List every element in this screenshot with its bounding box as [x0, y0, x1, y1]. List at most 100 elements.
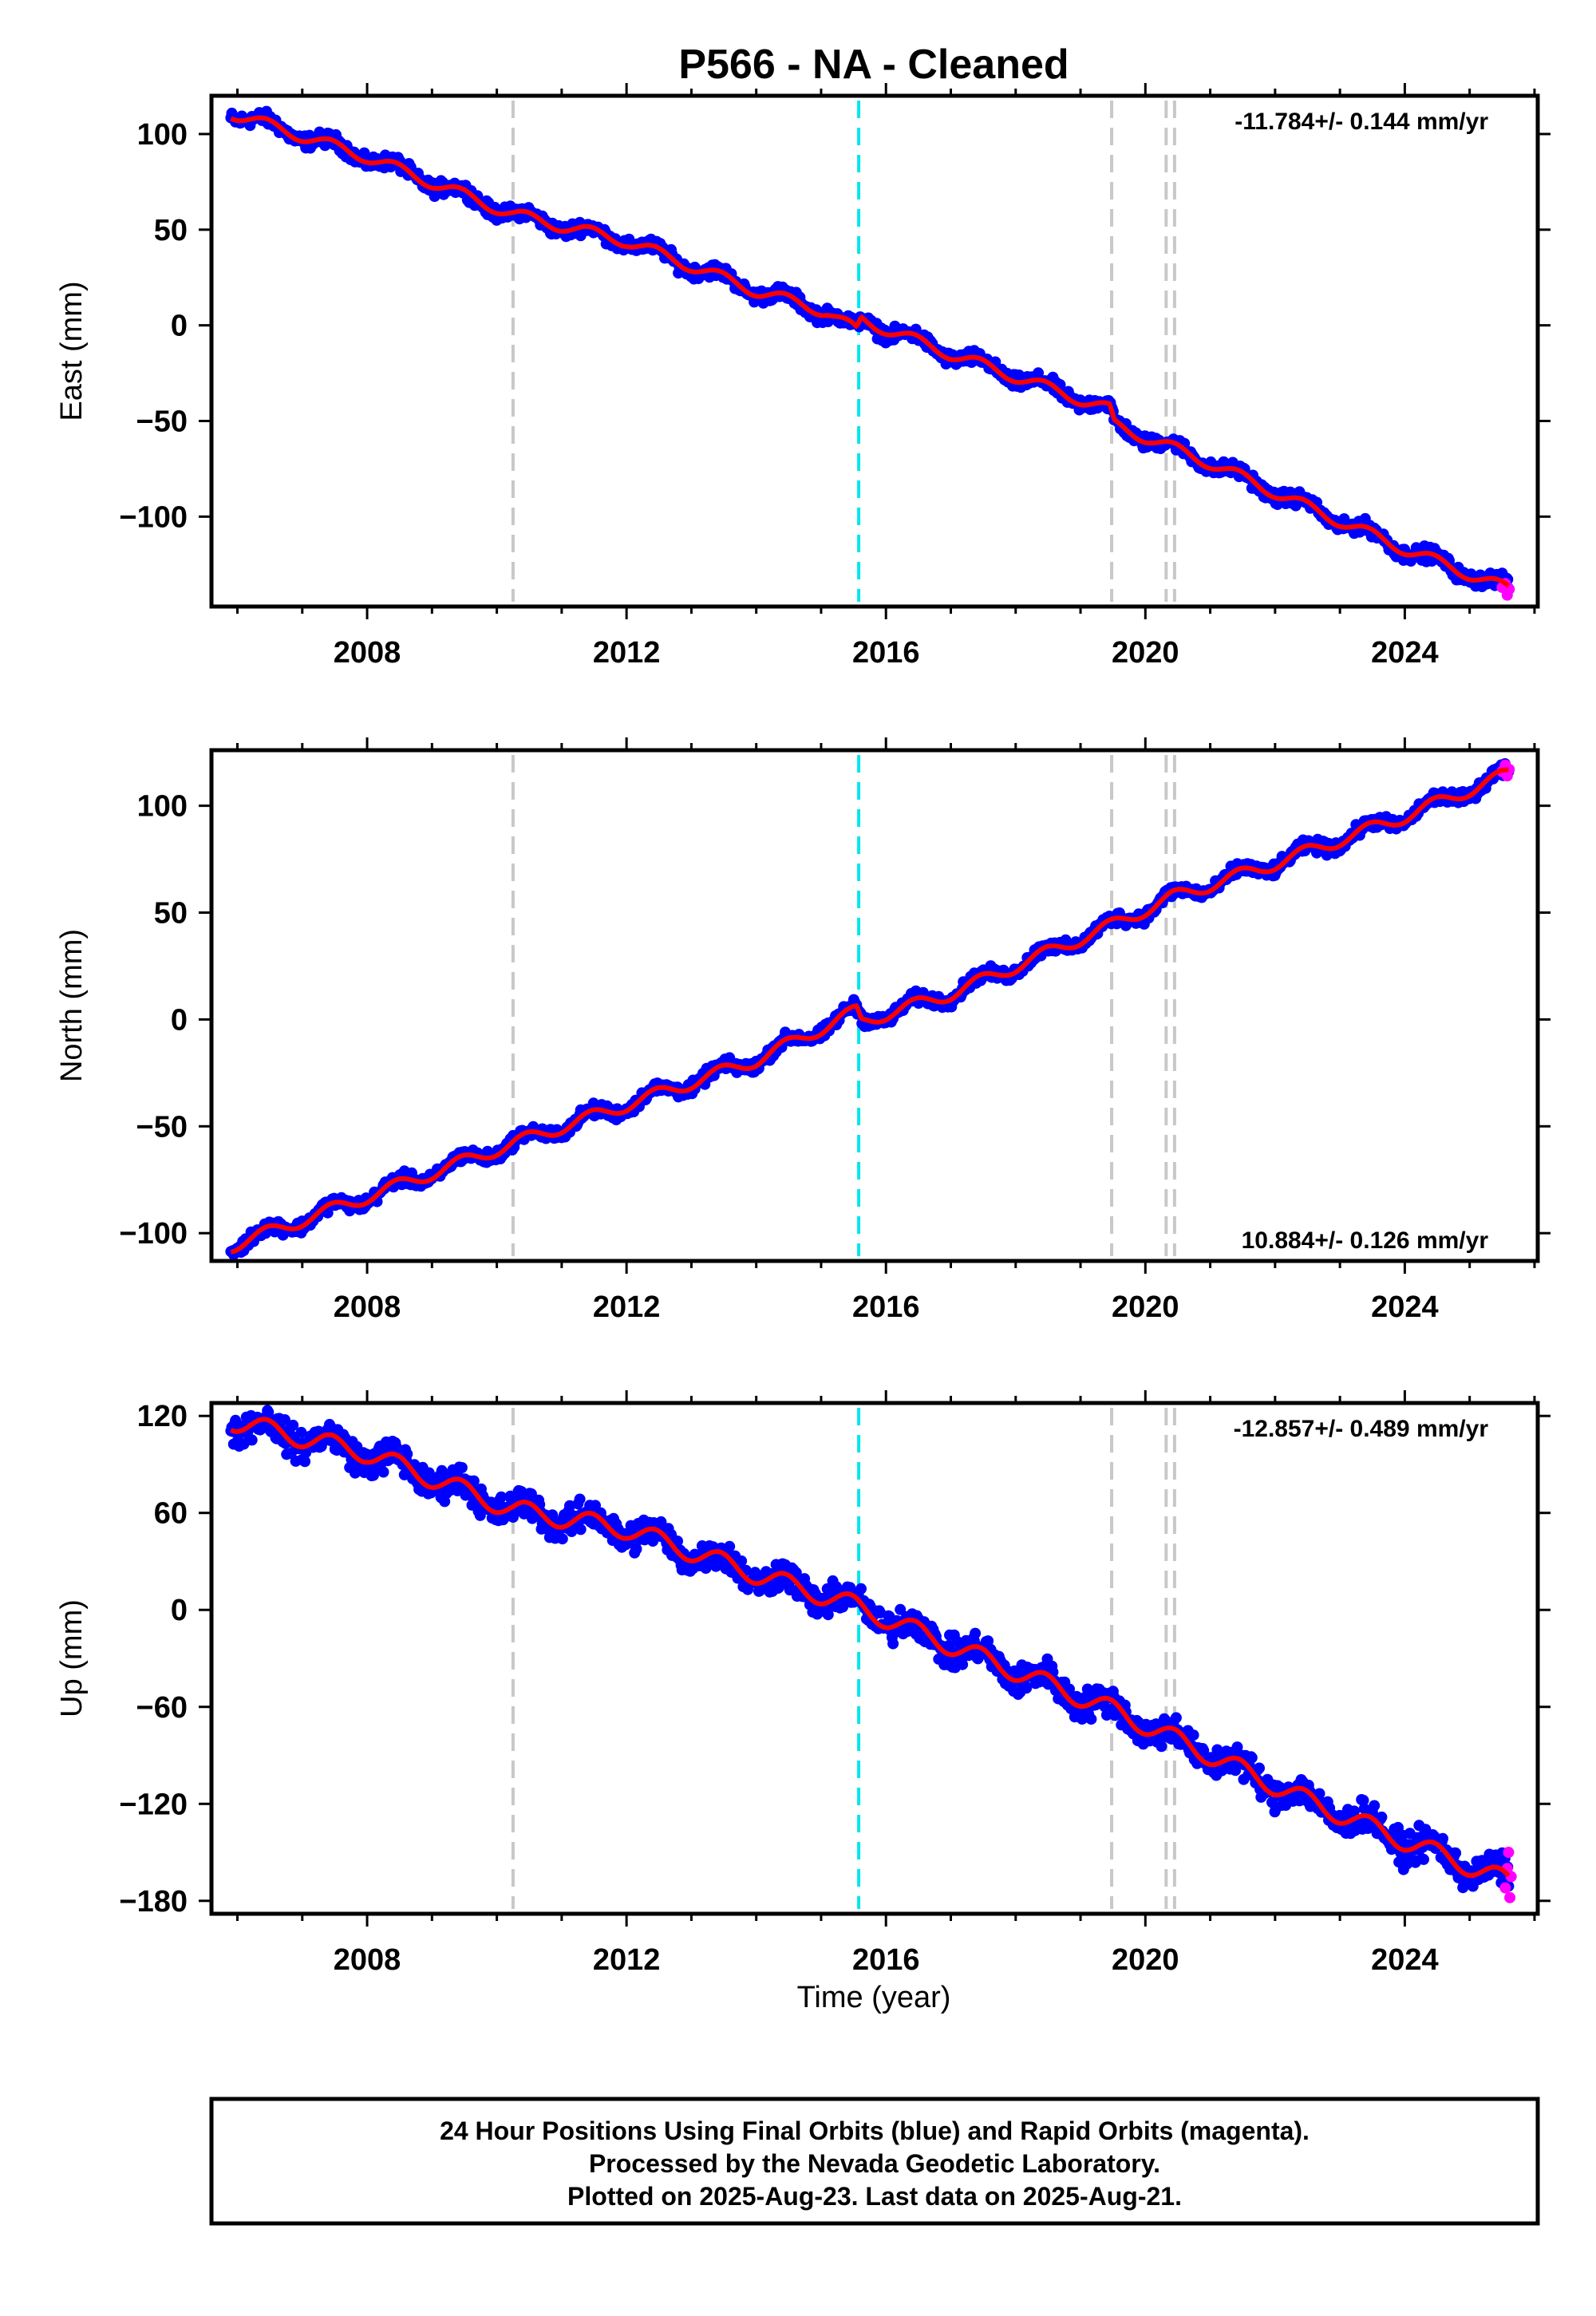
x-tick-label: 2016 — [852, 1943, 920, 1977]
x-tick-label: 2008 — [334, 1290, 401, 1324]
y-tick-label: 100 — [137, 790, 188, 824]
data-point — [1246, 1752, 1258, 1764]
rate-annotation: -12.857+/- 0.489 mm/yr — [1234, 1416, 1489, 1442]
data-point — [1418, 1853, 1429, 1865]
note-line-3: Plotted on 2025-Aug-23. Last data on 202… — [567, 2182, 1182, 2211]
panel-2: 2008 2012 2016 2020 2024 120 60 0 −60 −120 −180 Up … — [55, 1390, 1551, 1977]
model-fit-line — [230, 767, 1509, 1255]
data-point — [468, 1475, 480, 1487]
y-axis-label: North (mm) — [55, 929, 89, 1082]
data-point — [736, 1555, 748, 1567]
rapid-point — [1499, 1882, 1511, 1894]
y-tick-label: 60 — [154, 1497, 188, 1531]
x-tick-label: 2016 — [852, 1290, 920, 1324]
y-tick-label: −120 — [119, 1788, 188, 1821]
x-axis-label: Time (year) — [797, 1981, 951, 2014]
rapid-point — [1503, 764, 1515, 776]
y-tick-label: 120 — [137, 1400, 188, 1433]
plot-frame — [209, 93, 1540, 609]
data-point — [456, 1462, 468, 1473]
y-tick-label: 0 — [171, 1594, 188, 1627]
data-point — [724, 1540, 736, 1552]
rate-annotation: -11.784+/- 0.144 mm/yr — [1235, 109, 1488, 135]
data-point — [279, 1414, 290, 1425]
data-point — [672, 1535, 683, 1547]
data-point — [1156, 1741, 1167, 1753]
data-point — [822, 1609, 834, 1621]
y-tick-label: −100 — [119, 500, 188, 534]
y-tick-label: 50 — [154, 214, 188, 247]
final-orbit-points — [225, 758, 1515, 1260]
x-tick-label: 2024 — [1371, 1290, 1439, 1324]
data-point — [295, 1426, 307, 1438]
data-point — [1450, 1847, 1462, 1859]
note-box-frame — [209, 2097, 1540, 2226]
data-point — [246, 1434, 258, 1446]
y-tick-label: −50 — [136, 1110, 188, 1144]
panel-0: 2008 2012 2016 2020 2024 100 50 0 −50 −100 East (m… — [55, 83, 1551, 670]
data-point — [575, 1524, 587, 1535]
data-point — [496, 1491, 508, 1503]
plot-frame — [209, 748, 1540, 1263]
data-point — [1021, 1682, 1033, 1694]
data-point — [982, 1635, 994, 1647]
x-tick-label: 2016 — [852, 636, 920, 670]
data-point — [970, 1627, 982, 1639]
data-point — [957, 1658, 969, 1670]
model-fit-line — [230, 1417, 1511, 1879]
x-tick-label: 2020 — [1112, 1943, 1179, 1977]
data-point — [1437, 1832, 1448, 1844]
data-point — [1376, 1811, 1388, 1823]
data-point — [1357, 1794, 1369, 1806]
rapid-point — [1503, 1847, 1515, 1859]
x-tick-label: 2024 — [1371, 636, 1439, 670]
rate-annotation: 10.884+/- 0.126 mm/yr — [1242, 1227, 1489, 1254]
data-point — [630, 1543, 642, 1555]
data-point — [1211, 1744, 1223, 1756]
data-point — [895, 1603, 907, 1615]
data-point — [401, 1448, 413, 1460]
x-tick-label: 2008 — [334, 1943, 401, 1977]
data-point — [474, 1509, 486, 1521]
y-tick-label: −180 — [119, 1885, 188, 1919]
y-tick-label: 100 — [137, 118, 188, 152]
x-tick-label: 2020 — [1112, 636, 1179, 670]
note-line-1: 24 Hour Positions Using Final Orbits (bl… — [440, 2116, 1310, 2145]
model-fit-line — [230, 115, 1511, 588]
data-point — [299, 1456, 311, 1468]
y-axis-label: East (mm) — [55, 281, 89, 421]
data-point — [1064, 1683, 1075, 1695]
chart-title: P566 - NA - Cleaned — [678, 41, 1069, 88]
y-tick-label: −50 — [136, 405, 188, 438]
rapid-point — [1504, 1891, 1516, 1903]
data-point — [377, 1466, 389, 1478]
data-point — [887, 1638, 899, 1650]
data-point — [574, 1493, 586, 1505]
note-box: 24 Hour Positions Using Final Orbits (bl… — [209, 2097, 1540, 2226]
x-tick-label: 2012 — [593, 1943, 661, 1977]
data-point — [1187, 1729, 1199, 1741]
y-tick-label: −60 — [136, 1691, 188, 1725]
data-point — [1254, 1762, 1265, 1774]
y-axis-label: Up (mm) — [55, 1599, 89, 1717]
note-line-2: Processed by the Nevada Geodetic Laborat… — [589, 2149, 1160, 2178]
y-tick-label: 0 — [171, 310, 188, 343]
y-tick-label: −100 — [119, 1217, 188, 1251]
data-point — [855, 1583, 867, 1595]
x-tick-label: 2012 — [593, 1290, 661, 1324]
y-tick-label: 0 — [171, 1003, 188, 1037]
data-point — [1170, 1712, 1182, 1724]
data-point — [423, 1467, 435, 1479]
y-tick-label: 50 — [154, 897, 188, 931]
panel-1: 2008 2012 2016 2020 2024 100 50 0 −50 −100 North (… — [55, 737, 1551, 1324]
data-point — [1198, 1745, 1210, 1757]
panels: 2008 2012 2016 2020 2024 100 50 0 −50 −100 East (m… — [55, 83, 1551, 1977]
data-point — [1349, 1805, 1360, 1817]
x-tick-label: 2020 — [1112, 1290, 1179, 1324]
x-tick-label: 2008 — [334, 636, 401, 670]
plot-frame — [209, 1401, 1540, 1916]
data-point — [287, 1419, 299, 1431]
x-tick-label: 2024 — [1371, 1943, 1439, 1977]
x-tick-label: 2012 — [593, 636, 661, 670]
